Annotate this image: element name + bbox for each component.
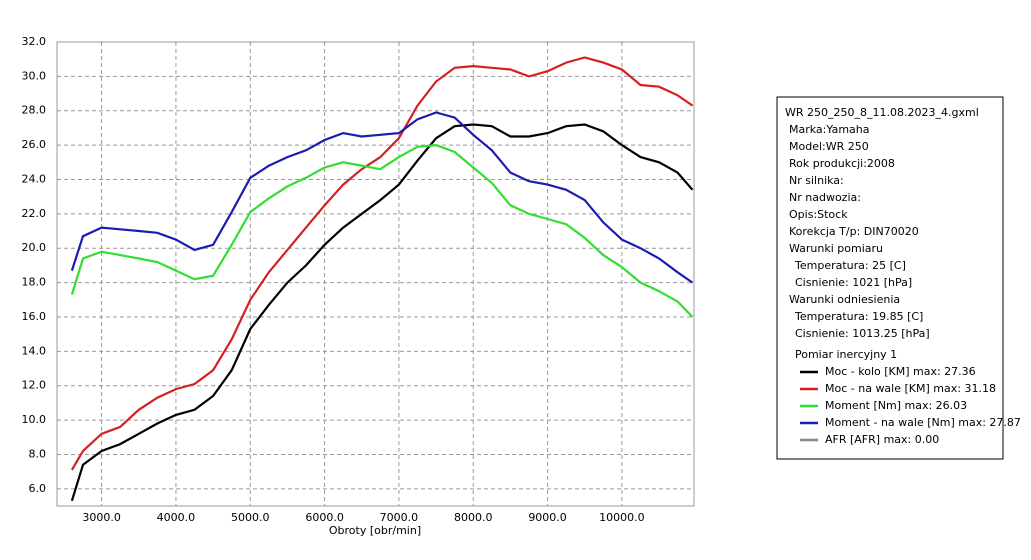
info-detail: Korekcja T/p: DIN70020 bbox=[789, 225, 919, 238]
condition-item: Cisnienie: 1021 [hPa] bbox=[795, 276, 912, 289]
legend-label: AFR [AFR] max: 0.00 bbox=[825, 433, 939, 446]
y-tick-label: 10.0 bbox=[22, 413, 47, 426]
y-tick-label: 28.0 bbox=[22, 104, 47, 117]
x-tick-label: 7000.0 bbox=[380, 511, 419, 524]
legend-label: Moment - na wale [Nm] max: 27.87 bbox=[825, 416, 1021, 429]
y-tick-label: 16.0 bbox=[22, 310, 47, 323]
data-line bbox=[70, 123, 694, 502]
legend-label: Moc - kolo [KM] max: 27.36 bbox=[825, 365, 976, 378]
legend-heading: Pomiar inercyjny 1 bbox=[795, 348, 897, 361]
info-box bbox=[776, 96, 1004, 460]
info-title: WR 250_250_8_11.08.2023_4.gxml bbox=[785, 106, 979, 119]
y-tick-label: 18.0 bbox=[22, 276, 47, 289]
y-tick-label: 22.0 bbox=[22, 207, 47, 220]
y-tick-label: 20.0 bbox=[22, 241, 47, 254]
condition-item: Temperatura: 19.85 [C] bbox=[794, 310, 923, 323]
y-tick-label: 6.0 bbox=[29, 482, 47, 495]
info-detail: Model:WR 250 bbox=[789, 140, 869, 153]
x-tick-label: 4000.0 bbox=[157, 511, 196, 524]
conditions-heading: Warunki odniesienia bbox=[789, 293, 900, 306]
legend-label: Moc - na wale [KM] max: 31.18 bbox=[825, 382, 996, 395]
condition-item: Cisnienie: 1013.25 [hPa] bbox=[795, 327, 930, 340]
y-tick-label: 12.0 bbox=[22, 379, 47, 392]
x-axis-label: Obroty [obr/min] bbox=[329, 524, 421, 537]
info-detail: Rok produkcji:2008 bbox=[789, 157, 895, 170]
x-tick-label: 5000.0 bbox=[231, 511, 270, 524]
info-detail: Opis:Stock bbox=[789, 208, 848, 221]
x-tick-label: 10000.0 bbox=[599, 511, 645, 524]
x-tick-label: 3000.0 bbox=[82, 511, 121, 524]
condition-item: Temperatura: 25 [C] bbox=[794, 259, 906, 272]
data-line bbox=[70, 143, 694, 318]
info-detail: Nr nadwozia: bbox=[789, 191, 861, 204]
y-tick-label: 26.0 bbox=[22, 138, 47, 151]
y-tick-label: 14.0 bbox=[22, 344, 47, 357]
conditions-heading: Warunki pomiaru bbox=[789, 242, 883, 255]
y-tick-label: 30.0 bbox=[22, 69, 47, 82]
y-tick-label: 24.0 bbox=[22, 172, 47, 185]
legend-label: Moment [Nm] max: 26.03 bbox=[825, 399, 967, 412]
plot-frame bbox=[56, 41, 695, 507]
x-tick-label: 6000.0 bbox=[305, 511, 344, 524]
y-tick-label: 8.0 bbox=[29, 447, 47, 460]
data-line bbox=[70, 56, 694, 471]
x-tick-label: 8000.0 bbox=[454, 511, 493, 524]
x-tick-label: 9000.0 bbox=[528, 511, 567, 524]
data-line bbox=[70, 111, 694, 284]
info-detail: Marka:Yamaha bbox=[789, 123, 870, 136]
info-detail: Nr silnika: bbox=[789, 174, 844, 187]
y-tick-label: 32.0 bbox=[22, 35, 47, 48]
